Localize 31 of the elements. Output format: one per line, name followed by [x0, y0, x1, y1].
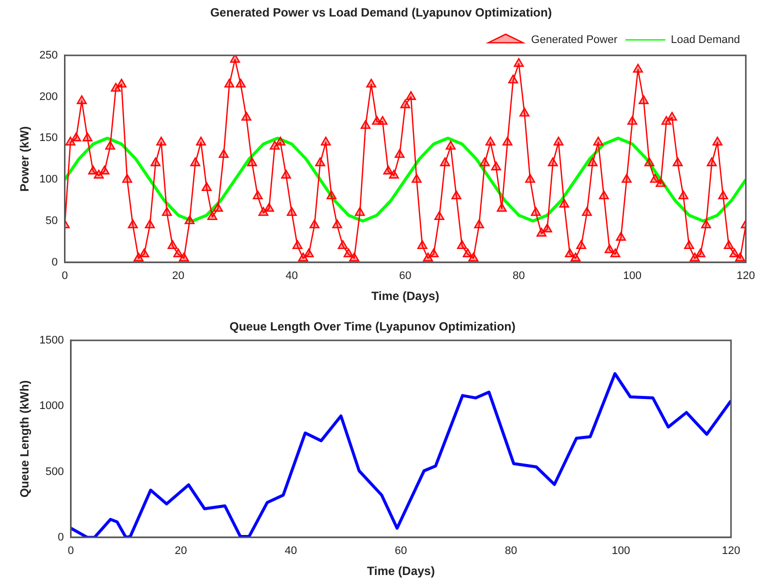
x-tick-label: 120 — [722, 545, 740, 558]
x-tick-label: 80 — [512, 270, 525, 282]
x-tick-label: 120 — [736, 270, 756, 282]
x-tick-label: 20 — [174, 545, 188, 558]
x-tick-label: 20 — [172, 270, 184, 282]
y-tick-label: 100 — [39, 174, 58, 186]
y-axis-title: Power (kW) — [18, 126, 32, 192]
x-tick-label: 0 — [68, 545, 74, 558]
x-tick-label: 60 — [399, 270, 412, 282]
x-tick-label: 100 — [623, 270, 642, 282]
x-axis-title: Time (Days) — [367, 564, 435, 578]
x-tick-label: 100 — [612, 545, 630, 558]
x-axis-title: Time (Days) — [371, 289, 440, 304]
legend-label: Generated Power — [531, 34, 618, 46]
y-tick-label: 1500 — [39, 334, 64, 346]
x-tick-label: 80 — [504, 545, 518, 558]
y-tick-label: 200 — [39, 90, 58, 103]
y-tick-label: 150 — [39, 132, 58, 144]
x-tick-label: 40 — [284, 545, 298, 558]
y-tick-label: 500 — [46, 466, 64, 478]
y-tick-label: 250 — [39, 49, 58, 62]
y-axis-title: Queue Length (kWh) — [18, 380, 32, 498]
y-tick-label: 50 — [46, 215, 58, 228]
legend-label: Load Demand — [670, 34, 740, 46]
chart-title: Queue Length Over Time (Lyapunov Optimization) — [229, 320, 516, 334]
x-tick-label: 60 — [394, 545, 408, 558]
x-tick-label: 40 — [286, 270, 298, 282]
y-tick-label: 1000 — [39, 400, 64, 412]
y-tick-label: 0 — [52, 256, 58, 268]
chart-title: Generated Power vs Load Demand (Lyapunov Optimization) — [210, 6, 552, 20]
y-tick-label: 0 — [58, 531, 64, 544]
